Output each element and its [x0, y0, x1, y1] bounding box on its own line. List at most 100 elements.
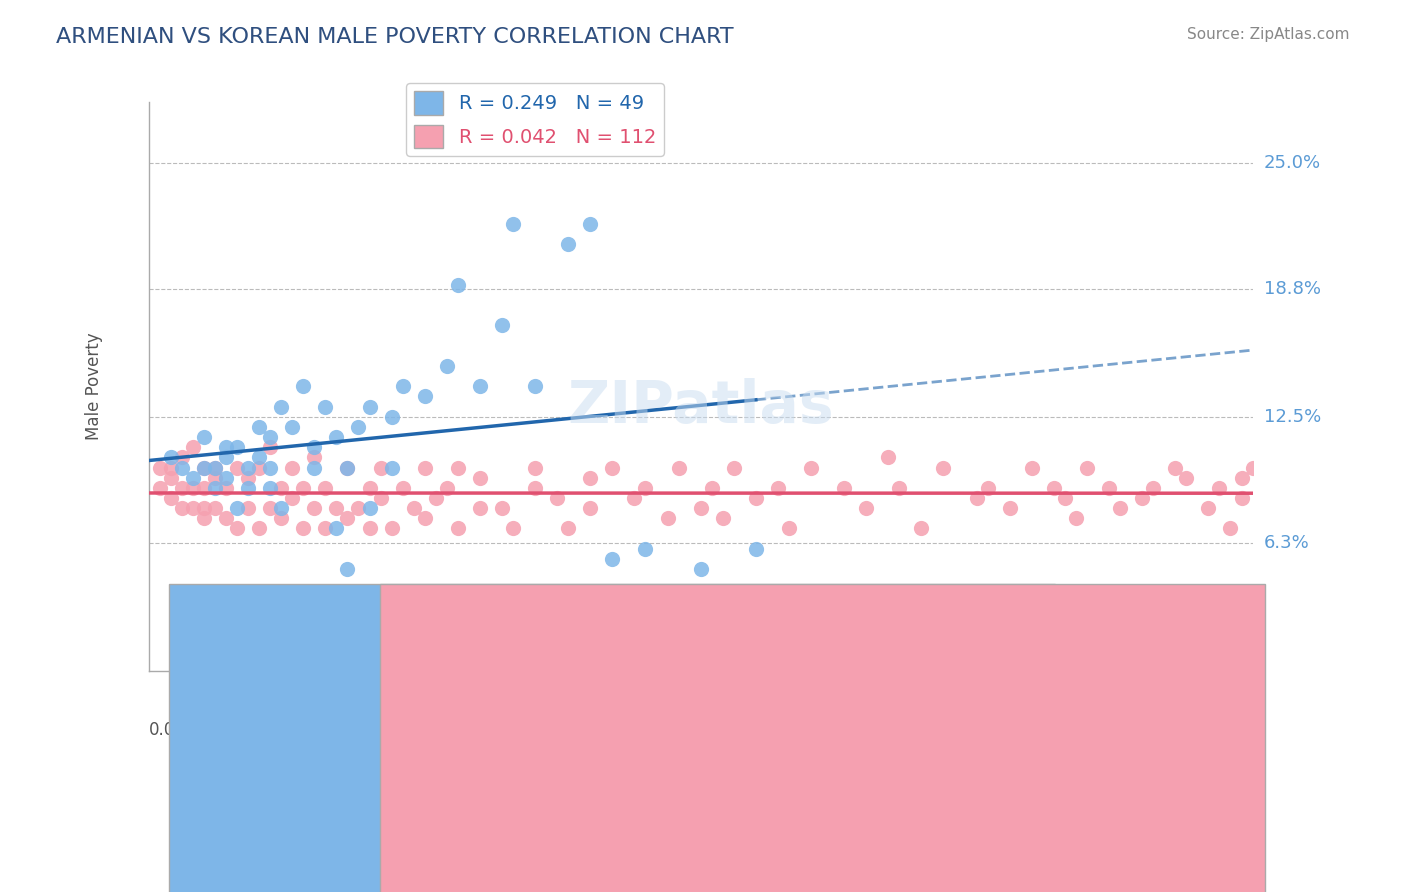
- Point: [966, 491, 988, 505]
- Point: [1053, 491, 1076, 505]
- Point: [1109, 501, 1132, 516]
- Point: [215, 481, 238, 495]
- Point: [689, 562, 711, 576]
- Point: [226, 521, 249, 535]
- Point: [370, 491, 392, 505]
- Point: [181, 501, 204, 516]
- Point: [193, 481, 215, 495]
- Point: [149, 481, 172, 495]
- Point: [259, 440, 281, 454]
- Point: [381, 521, 404, 535]
- Point: [281, 491, 304, 505]
- Point: [304, 460, 326, 475]
- Point: [1241, 460, 1264, 475]
- Point: [557, 521, 579, 535]
- Point: [1230, 491, 1253, 505]
- Point: [1208, 481, 1230, 495]
- Point: [855, 501, 877, 516]
- Point: [215, 471, 238, 485]
- Point: [359, 481, 381, 495]
- Point: [170, 501, 193, 516]
- Point: [336, 562, 359, 576]
- Point: [436, 359, 458, 373]
- Point: [347, 420, 370, 434]
- Point: [226, 440, 249, 454]
- Point: [281, 460, 304, 475]
- Point: [304, 440, 326, 454]
- Point: [778, 521, 800, 535]
- Text: 25.0%: 25.0%: [1264, 154, 1320, 172]
- Point: [236, 481, 259, 495]
- Text: 6.3%: 6.3%: [1264, 533, 1309, 551]
- Point: [1253, 501, 1275, 516]
- Point: [447, 277, 470, 292]
- Point: [270, 400, 292, 414]
- Point: [745, 541, 768, 556]
- Point: [304, 501, 326, 516]
- Point: [347, 501, 370, 516]
- Point: [314, 481, 336, 495]
- Point: [657, 511, 679, 525]
- Point: [998, 501, 1021, 516]
- Point: [247, 460, 270, 475]
- Point: [247, 420, 270, 434]
- Point: [325, 521, 347, 535]
- Point: [425, 491, 447, 505]
- Point: [226, 501, 249, 516]
- Point: [215, 511, 238, 525]
- Point: [491, 501, 513, 516]
- Point: [700, 481, 723, 495]
- Point: [491, 318, 513, 333]
- Point: [381, 409, 404, 424]
- Point: [502, 217, 524, 231]
- Point: [1330, 501, 1353, 516]
- Text: 0.0%: 0.0%: [149, 722, 191, 739]
- Point: [524, 481, 547, 495]
- Point: [336, 460, 359, 475]
- Point: [193, 501, 215, 516]
- Point: [304, 450, 326, 465]
- Point: [1098, 481, 1121, 495]
- Point: [270, 501, 292, 516]
- Point: [402, 501, 425, 516]
- Point: [602, 460, 624, 475]
- Point: [932, 460, 955, 475]
- Point: [1064, 511, 1087, 525]
- Point: [579, 501, 602, 516]
- Text: Armenians: Armenians: [600, 782, 690, 800]
- Point: [1043, 481, 1066, 495]
- Point: [1021, 460, 1043, 475]
- Point: [579, 217, 602, 231]
- Text: Koreans: Koreans: [834, 782, 900, 800]
- Point: [170, 460, 193, 475]
- Point: [557, 237, 579, 252]
- Point: [1274, 450, 1296, 465]
- Point: [391, 481, 413, 495]
- Point: [634, 481, 657, 495]
- Point: [270, 481, 292, 495]
- Point: [634, 541, 657, 556]
- Point: [181, 440, 204, 454]
- Point: [910, 521, 932, 535]
- Point: [800, 460, 823, 475]
- Point: [745, 491, 768, 505]
- Point: [193, 430, 215, 444]
- Point: [193, 511, 215, 525]
- Point: [259, 430, 281, 444]
- Point: [668, 460, 690, 475]
- Point: [1142, 481, 1164, 495]
- Point: [1076, 460, 1098, 475]
- Point: [215, 440, 238, 454]
- Point: [1230, 471, 1253, 485]
- Legend: R = 0.249   N = 49, R = 0.042   N = 112: R = 0.249 N = 49, R = 0.042 N = 112: [406, 83, 664, 156]
- Point: [447, 521, 470, 535]
- Point: [359, 521, 381, 535]
- Point: [236, 501, 259, 516]
- Point: [689, 501, 711, 516]
- Point: [391, 379, 413, 393]
- Point: [292, 481, 315, 495]
- Point: [204, 501, 226, 516]
- Point: [1130, 491, 1153, 505]
- Point: [149, 460, 172, 475]
- Point: [270, 511, 292, 525]
